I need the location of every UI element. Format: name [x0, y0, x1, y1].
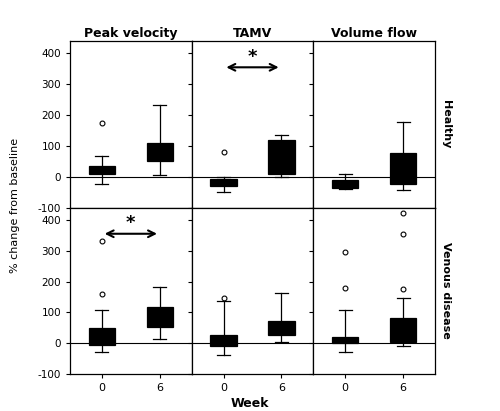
PathPatch shape [147, 307, 173, 327]
PathPatch shape [268, 321, 294, 335]
Text: Venous disease: Venous disease [441, 242, 451, 339]
PathPatch shape [89, 166, 115, 174]
Text: Healthy: Healthy [441, 100, 451, 148]
PathPatch shape [390, 153, 416, 183]
PathPatch shape [210, 335, 236, 346]
Title: Volume flow: Volume flow [331, 27, 417, 40]
Text: *: * [126, 214, 136, 232]
PathPatch shape [332, 337, 358, 343]
PathPatch shape [268, 141, 294, 174]
Title: Peak velocity: Peak velocity [84, 27, 178, 40]
PathPatch shape [332, 180, 358, 187]
Text: *: * [248, 48, 257, 65]
Title: TAMV: TAMV [233, 27, 272, 40]
PathPatch shape [89, 328, 115, 345]
PathPatch shape [390, 318, 416, 342]
Text: % change from baseline: % change from baseline [10, 138, 20, 273]
PathPatch shape [210, 179, 236, 186]
PathPatch shape [147, 143, 173, 161]
Text: Week: Week [231, 397, 269, 410]
